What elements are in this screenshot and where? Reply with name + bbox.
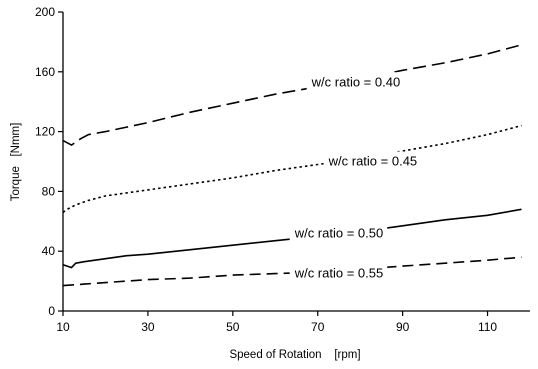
series-label-background xyxy=(289,223,388,243)
y-tick-label: 120 xyxy=(35,125,55,139)
x-tick-label: 50 xyxy=(226,320,240,334)
y-tick-label: 0 xyxy=(48,304,55,318)
y-axis-title: Torque [Nmm] xyxy=(10,123,22,202)
series-label-2: w/c ratio = 0.45 xyxy=(328,154,418,169)
plot-area: 0 40 80 120 160 200 10 30 50 70 90 110 xyxy=(35,5,530,334)
series-label-3: w/c ratio = 0.50 xyxy=(294,225,384,240)
y-tick-label: 200 xyxy=(35,5,55,19)
y-tick-label: 40 xyxy=(42,244,56,258)
y-tick-label: 80 xyxy=(42,184,56,198)
series-label-1: w/c ratio = 0.40 xyxy=(311,74,401,89)
series-label-background xyxy=(323,151,422,171)
x-tick-label: 110 xyxy=(478,320,497,334)
series-label-background xyxy=(289,263,388,283)
series-line-1 xyxy=(62,44,522,146)
series-layer xyxy=(62,44,522,287)
series-line-3 xyxy=(62,208,522,269)
x-tick-label: 70 xyxy=(311,320,325,334)
x-tick-label: 10 xyxy=(56,320,70,334)
x-tick-label: 30 xyxy=(141,320,155,334)
y-tick-label: 160 xyxy=(35,65,55,79)
series-line-4 xyxy=(62,256,522,287)
series-label-4: w/c ratio = 0.55 xyxy=(294,266,384,281)
x-tick-label: 90 xyxy=(396,320,410,334)
x-axis-title: Speed of Rotation [rpm] xyxy=(229,349,360,361)
annotation-layer: w/c ratio = 0.40 w/c ratio = 0.45 w/c rati… xyxy=(289,72,422,283)
series-label-background xyxy=(306,72,405,92)
